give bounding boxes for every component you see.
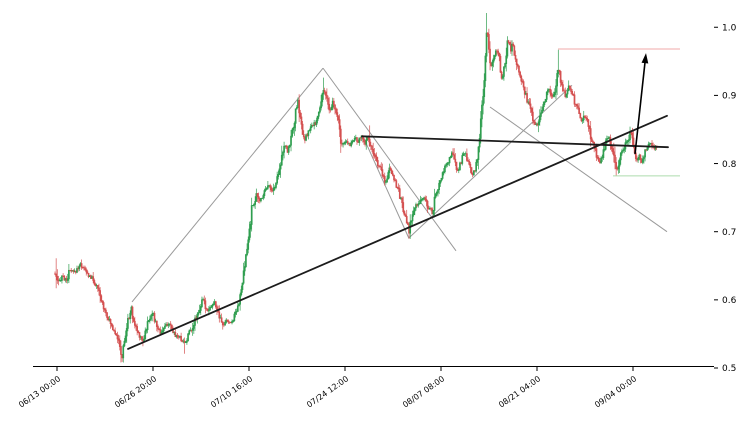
y-tick-label: 0.8 bbox=[722, 160, 737, 170]
breakout-up-arrow bbox=[634, 53, 649, 155]
candles-layer bbox=[54, 12, 658, 363]
thick-trendlines bbox=[127, 114, 669, 350]
x-axis: 06/13 00:00 06/26 20:00 07/10 16:00 07/24 1… bbox=[17, 365, 714, 410]
y-tick-label: 0.5 bbox=[722, 364, 736, 374]
trendline-pennant-upper-edge bbox=[362, 136, 410, 239]
trendline-pennant-recovery bbox=[408, 84, 573, 239]
x-tick-label: 09/04 00:00 bbox=[593, 374, 638, 409]
thin-trendlines bbox=[131, 67, 668, 303]
y-tick-label: 1.0 bbox=[722, 23, 737, 33]
x-tick-label: 07/24 12:00 bbox=[305, 374, 350, 409]
y-tick-label: 0.9 bbox=[722, 92, 737, 102]
x-tick-label: 07/10 16:00 bbox=[209, 374, 254, 409]
x-tick-label: 08/21 04:00 bbox=[497, 374, 542, 409]
trendline-flat-resistance bbox=[361, 135, 669, 149]
trendline-apex-downtrend bbox=[322, 67, 457, 252]
trendline-major-support bbox=[127, 114, 668, 350]
trendline-late-downtrend bbox=[489, 106, 668, 233]
x-tick-label: 06/13 00:00 bbox=[17, 374, 62, 409]
y-tick-label: 0.7 bbox=[722, 228, 736, 238]
x-tick-label: 06/26 20:00 bbox=[113, 374, 158, 409]
x-tick-label: 08/07 08:00 bbox=[401, 374, 446, 409]
y-axis: 0.5 0.6 0.7 0.8 0.9 1.0 bbox=[714, 23, 737, 374]
y-tick-label: 0.6 bbox=[722, 296, 737, 306]
trendline-uptrend-to-apex bbox=[131, 67, 324, 303]
